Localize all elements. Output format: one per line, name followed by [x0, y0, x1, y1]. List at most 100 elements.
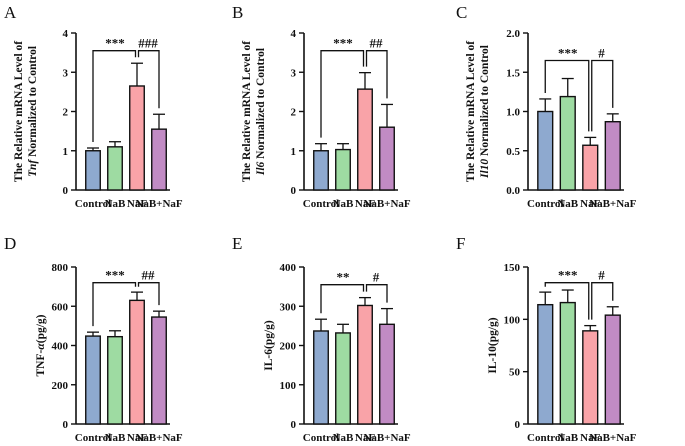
significance-bracket — [92, 50, 137, 143]
y-tick-label: 0 — [291, 185, 297, 197]
bar-nab — [559, 95, 576, 191]
bar-control — [85, 335, 101, 425]
significance-bracket — [365, 284, 388, 303]
y-axis-label-suffix: Normalized to Control — [27, 46, 39, 160]
y-tick-label: 0.5 — [506, 146, 520, 158]
bar-naf — [129, 299, 145, 425]
significance-label: *** — [558, 45, 578, 60]
y-axis-label-suffix: Normalized to Control — [479, 45, 491, 159]
x-category-label: Control — [75, 432, 111, 444]
y-axis-label: TNF-α(pg/g) — [35, 314, 47, 376]
y-axis-label-prefix: IL-10(pg/g) — [487, 317, 499, 373]
x-category-label: Control — [303, 432, 339, 444]
bar-nab — [107, 146, 123, 191]
y-tick-label: 300 — [280, 301, 297, 313]
panel-letter: A — [4, 3, 17, 22]
y-tick-label: 2.0 — [506, 28, 520, 40]
y-tick-label: 400 — [52, 341, 69, 353]
x-category-label: Control — [303, 198, 339, 210]
significance-label: *** — [558, 268, 578, 283]
panel-letter: F — [456, 234, 465, 253]
significance-label: # — [598, 45, 605, 60]
y-axis-label-prefix: TNF- — [35, 349, 47, 376]
x-category-label: NaB+NaF — [589, 432, 636, 444]
y-axis-label: IL-10(pg/g) — [487, 317, 499, 373]
significance-bracket — [591, 59, 614, 132]
y-tick-label: 100 — [280, 380, 297, 392]
panel-letter: C — [456, 3, 467, 22]
y-axis-label-line2: Il10 Normalized to Control — [479, 45, 491, 179]
significance-label: ## — [370, 36, 384, 51]
significance-label: *** — [105, 36, 125, 51]
bar-control — [537, 303, 554, 425]
y-tick-label: 150 — [504, 262, 521, 274]
bar-control — [85, 150, 101, 191]
bar-nab-naf — [151, 128, 167, 191]
x-category-label: NaB+NaF — [363, 198, 410, 210]
bar-control — [537, 110, 554, 191]
x-category-label: Control — [75, 198, 111, 210]
significance-label: # — [598, 268, 605, 283]
x-category-label: NaF — [580, 432, 600, 444]
significance-label: # — [373, 270, 380, 285]
x-category-label: NaB — [105, 432, 126, 444]
y-tick-label: 2 — [291, 107, 297, 119]
y-tick-label: 200 — [280, 341, 297, 353]
y-axis-label-symbol: α — [35, 343, 47, 350]
y-axis-label-unit: (pg/g) — [35, 314, 47, 343]
y-tick-label: 0 — [63, 185, 69, 197]
bar-nab-naf — [604, 121, 621, 191]
x-category-label: NaB — [105, 198, 126, 210]
y-tick-label: 1.5 — [506, 67, 520, 79]
bar-naf — [357, 88, 373, 191]
significance-bracket — [92, 282, 137, 327]
y-axis-label-suffix: Normalized to Control — [255, 48, 267, 162]
y-axis-label-line1: The Relative mRNA Level of — [13, 41, 25, 182]
significance-label: ** — [337, 270, 350, 285]
bar-nab — [107, 335, 123, 425]
y-tick-label: 200 — [52, 380, 69, 392]
y-tick-label: 100 — [504, 314, 521, 326]
y-tick-label: 3 — [291, 67, 297, 79]
y-tick-label: 400 — [280, 262, 297, 274]
bar-naf — [357, 304, 373, 425]
y-axis-label-line1: The Relative mRNA Level of — [241, 41, 253, 182]
bar-naf — [129, 85, 145, 191]
x-category-label: NaB+NaF — [135, 432, 182, 444]
bar-nab-naf — [604, 314, 621, 425]
x-category-label: NaF — [127, 198, 147, 210]
y-tick-label: 50 — [509, 367, 521, 379]
y-tick-label: 0 — [291, 419, 297, 431]
y-axis-label-line2: Tnf Normalized to Control — [27, 46, 39, 177]
bar-control — [313, 330, 329, 425]
y-axis-label-line2: Il6 Normalized to Control — [255, 48, 267, 176]
significance-bracket — [544, 282, 590, 320]
y-tick-label: 0 — [515, 419, 521, 431]
significance-bracket — [137, 282, 160, 306]
y-axis-label: IL-6(pg/g) — [263, 320, 275, 371]
y-tick-label: 600 — [52, 301, 69, 313]
y-axis-gene-name: Il6 — [255, 161, 267, 176]
bar-naf — [582, 330, 599, 425]
bar-nab — [335, 332, 351, 425]
x-category-label: NaB+NaF — [363, 432, 410, 444]
bar-control — [313, 150, 329, 191]
panel-letter: D — [4, 234, 16, 253]
significance-bracket — [591, 282, 614, 320]
y-axis-gene-name: Tnf — [27, 159, 39, 177]
x-category-label: NaB — [333, 432, 354, 444]
x-category-label: NaB+NaF — [589, 198, 636, 210]
significance-bracket — [137, 50, 160, 109]
bar-nab-naf — [379, 126, 395, 191]
x-category-label: Control — [527, 198, 563, 210]
significance-bracket — [320, 284, 365, 314]
y-tick-label: 4 — [291, 28, 297, 40]
bar-nab-naf — [379, 323, 395, 425]
x-category-label: NaF — [355, 432, 375, 444]
significance-label: ## — [142, 268, 156, 283]
